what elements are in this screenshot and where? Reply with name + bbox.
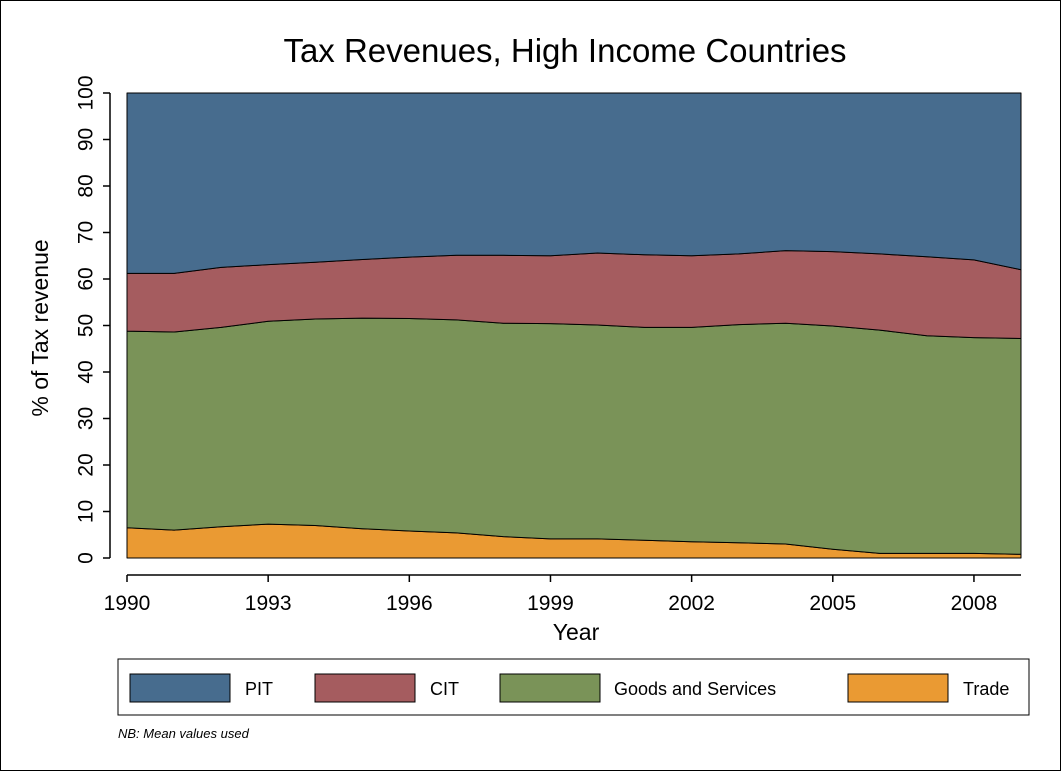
y-tick-label: 60: [75, 267, 98, 290]
y-tick-label: 30: [75, 407, 98, 430]
x-tick-label: 1999: [527, 592, 574, 615]
y-tick-label: 70: [75, 221, 98, 244]
y-tick-label: 0: [75, 552, 98, 564]
y-tick-label: 100: [75, 75, 98, 110]
x-tick-label: 1996: [386, 592, 433, 615]
y-tick-label: 90: [75, 128, 98, 151]
x-tick-label: 2008: [951, 592, 998, 615]
legend: PIT CIT Goods and Services Trade: [117, 658, 1030, 716]
x-tick-label: 2002: [668, 592, 715, 615]
y-tick-label: 20: [75, 453, 98, 476]
x-tick-label: 2005: [809, 592, 856, 615]
legend-label: Goods and Services: [614, 679, 776, 699]
y-tick-label: 40: [75, 360, 98, 383]
legend-swatch: [314, 673, 416, 703]
legend-label: PIT: [245, 679, 273, 699]
legend-label: CIT: [430, 679, 459, 699]
area-goods-and-services: [126, 317, 1022, 555]
area-pit: [126, 92, 1022, 274]
legend-swatch: [847, 673, 949, 703]
legend-swatch: [499, 673, 601, 703]
x-tick-label: 1993: [245, 592, 292, 615]
y-axis-label: % of Tax revenue: [27, 239, 53, 416]
legend-label: Trade: [963, 679, 1009, 699]
y-tick-label: 10: [75, 500, 98, 523]
x-tick-label: 1990: [104, 592, 151, 615]
chart-title: Tax Revenues, High Income Countries: [283, 32, 846, 69]
chart-note: NB: Mean values used: [118, 726, 250, 741]
axes: 0 10 20 30 40 50 60 70 80 90 100 1990 1993 1996 1999 20…: [75, 75, 1021, 615]
y-tick-label: 80: [75, 174, 98, 197]
y-tick-label: 50: [75, 314, 98, 337]
x-axis-label: Year: [553, 619, 600, 645]
legend-swatch: [129, 673, 231, 703]
stacked-areas: [126, 92, 1022, 559]
